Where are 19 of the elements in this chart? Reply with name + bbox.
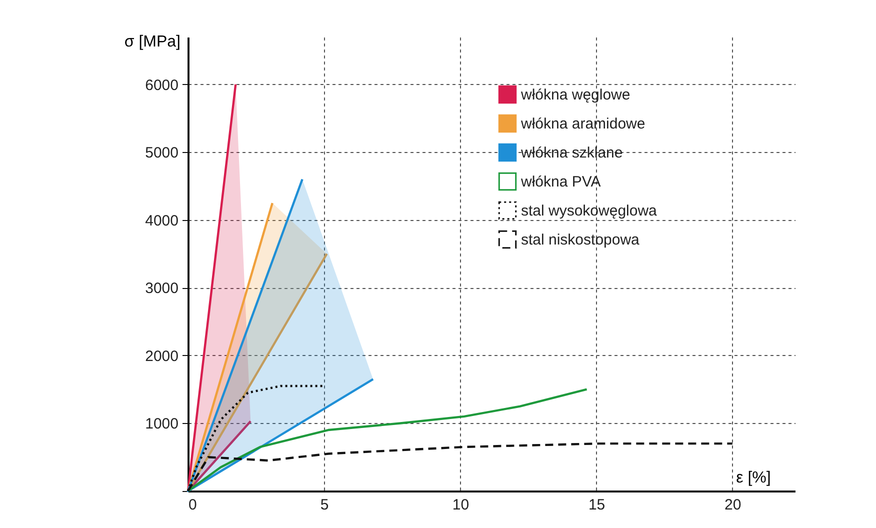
legend-label: włókna aramidowe — [520, 116, 646, 132]
x-tick-label: 5 — [320, 496, 329, 514]
legend-label: włókna PVA — [520, 174, 601, 190]
x-tick-label: 20 — [724, 496, 742, 514]
y-tick-label: 3000 — [145, 280, 178, 298]
legend-label: włókna szklane — [520, 144, 623, 162]
legend-label: włókna węglowe — [520, 86, 630, 104]
x-tick-label: 10 — [452, 496, 470, 514]
y-tick-label: 2000 — [145, 348, 178, 365]
y-tick-label: 4000 — [145, 212, 178, 230]
x-axis-title: ε [%] — [736, 470, 771, 486]
legend-label: stal wysokowęglowa — [521, 202, 658, 220]
legend-label: stal niskostopowa — [521, 232, 640, 248]
y-tick-label: 6000 — [145, 76, 178, 94]
x-tick-label: 0 — [188, 496, 197, 514]
y-axis-title: σ [MPa] — [124, 34, 180, 50]
y-tick-label: 5000 — [145, 144, 178, 162]
x-tick-label: 15 — [588, 496, 606, 514]
y-tick-label: 1000 — [145, 416, 178, 433]
